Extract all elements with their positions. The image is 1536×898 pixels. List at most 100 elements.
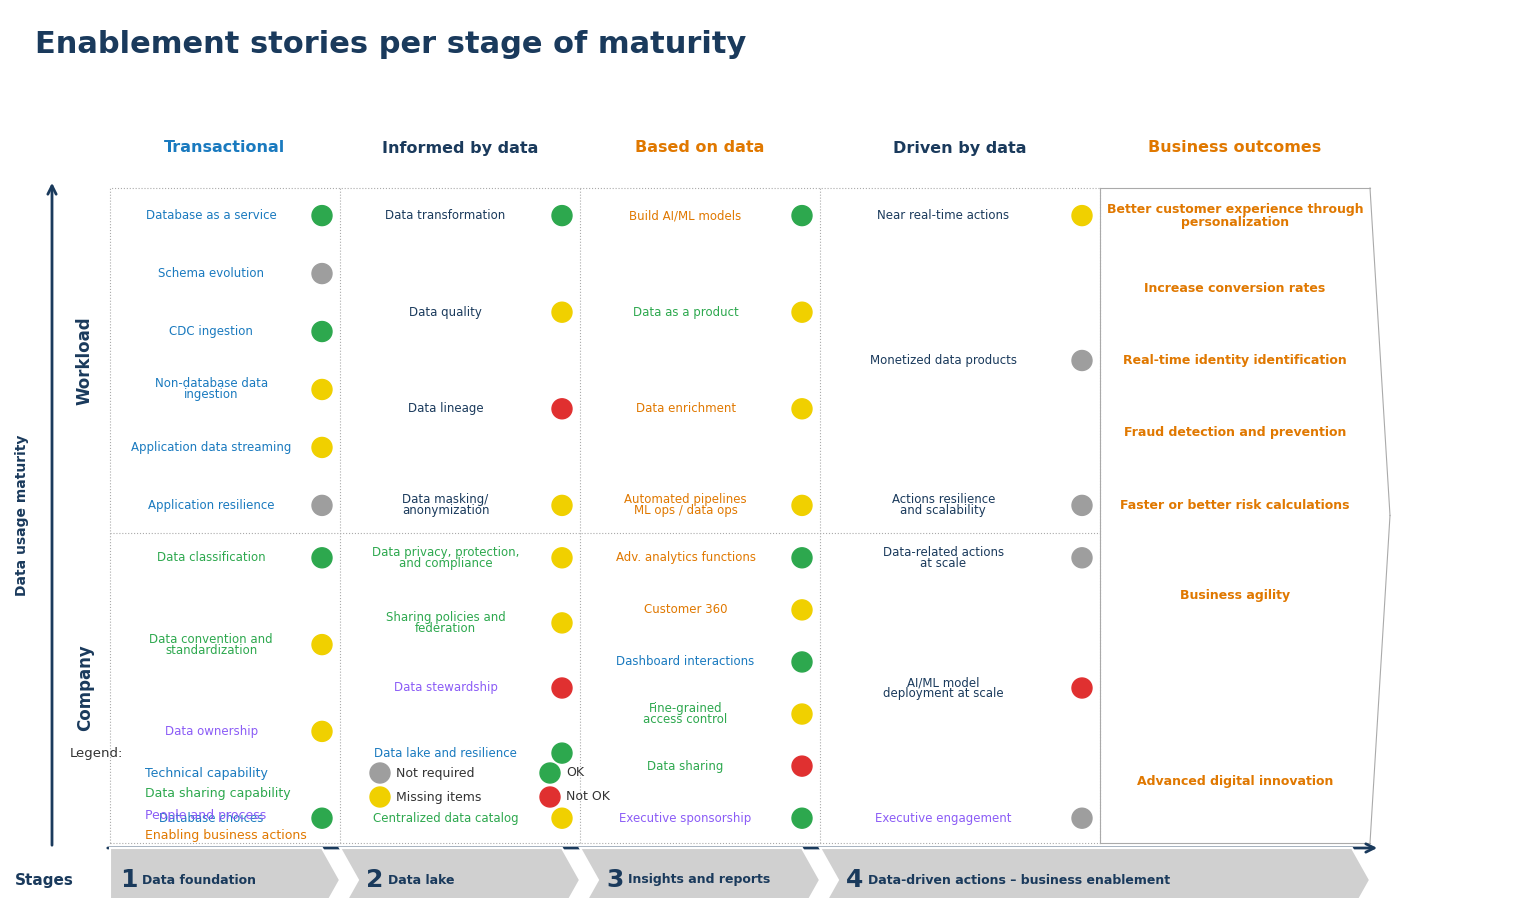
Circle shape <box>793 206 813 225</box>
Circle shape <box>312 321 332 341</box>
Text: Technical capability: Technical capability <box>144 767 267 779</box>
Text: Fraud detection and prevention: Fraud detection and prevention <box>1124 427 1346 439</box>
Text: at scale: at scale <box>920 557 966 570</box>
Text: and compliance: and compliance <box>399 557 493 570</box>
Text: Data transformation: Data transformation <box>386 209 505 222</box>
Text: Enablement stories per stage of maturity: Enablement stories per stage of maturity <box>35 30 746 59</box>
Text: Driven by data: Driven by data <box>894 140 1026 155</box>
Text: 3: 3 <box>607 868 624 892</box>
Text: Workload: Workload <box>75 316 94 405</box>
Text: Actions resilience: Actions resilience <box>891 493 995 506</box>
Text: Advanced digital innovation: Advanced digital innovation <box>1137 774 1333 788</box>
Circle shape <box>793 808 813 828</box>
Circle shape <box>551 496 571 515</box>
Circle shape <box>793 704 813 724</box>
Circle shape <box>312 548 332 568</box>
Text: Enabling business actions: Enabling business actions <box>144 830 307 842</box>
Circle shape <box>1072 206 1092 225</box>
Text: federation: federation <box>415 622 476 635</box>
Circle shape <box>312 206 332 225</box>
Circle shape <box>312 635 332 655</box>
Text: Data lineage: Data lineage <box>407 402 484 415</box>
Text: Application resilience: Application resilience <box>147 499 275 512</box>
Text: Business agility: Business agility <box>1180 588 1290 602</box>
Circle shape <box>370 763 390 783</box>
Text: Data-related actions: Data-related actions <box>883 546 1003 559</box>
Circle shape <box>312 437 332 457</box>
Circle shape <box>312 263 332 284</box>
Circle shape <box>551 808 571 828</box>
Text: Data lake: Data lake <box>389 874 455 886</box>
Text: personalization: personalization <box>1181 216 1289 229</box>
Text: Dashboard interactions: Dashboard interactions <box>616 656 754 668</box>
Text: OK: OK <box>565 767 584 779</box>
Circle shape <box>551 399 571 418</box>
Text: People and process: People and process <box>144 808 266 822</box>
Text: CDC ingestion: CDC ingestion <box>169 325 253 338</box>
Text: Data stewardship: Data stewardship <box>393 682 498 694</box>
Text: Data quality: Data quality <box>409 305 482 319</box>
Text: Adv. analytics functions: Adv. analytics functions <box>616 551 756 564</box>
Circle shape <box>793 399 813 418</box>
Circle shape <box>1072 496 1092 515</box>
Circle shape <box>1072 350 1092 371</box>
Text: Insights and reports: Insights and reports <box>628 874 770 886</box>
Text: Fine-grained: Fine-grained <box>648 702 722 715</box>
Text: Data as a product: Data as a product <box>633 305 739 319</box>
Text: 2: 2 <box>366 868 384 892</box>
Text: Data ownership: Data ownership <box>164 725 258 738</box>
Text: Better customer experience through: Better customer experience through <box>1106 203 1364 216</box>
Text: access control: access control <box>644 713 728 726</box>
Text: Executive sponsorship: Executive sponsorship <box>619 812 751 824</box>
Circle shape <box>312 721 332 742</box>
Text: Data privacy, protection,: Data privacy, protection, <box>372 546 519 559</box>
Circle shape <box>551 548 571 568</box>
Circle shape <box>793 756 813 776</box>
Circle shape <box>793 548 813 568</box>
Circle shape <box>551 613 571 633</box>
Text: Executive engagement: Executive engagement <box>876 812 1011 824</box>
Circle shape <box>793 652 813 672</box>
Text: Business outcomes: Business outcomes <box>1149 140 1321 155</box>
Text: Data sharing: Data sharing <box>647 760 723 772</box>
Text: Database choices: Database choices <box>160 812 263 824</box>
Polygon shape <box>339 848 581 898</box>
Circle shape <box>551 744 571 763</box>
Text: Customer 360: Customer 360 <box>644 603 728 616</box>
Text: Data foundation: Data foundation <box>141 874 257 886</box>
Text: Schema evolution: Schema evolution <box>158 267 264 280</box>
Text: 4: 4 <box>846 868 863 892</box>
Circle shape <box>551 303 571 322</box>
Circle shape <box>312 808 332 828</box>
Circle shape <box>541 763 561 783</box>
Text: AI/ML model: AI/ML model <box>906 676 980 689</box>
Polygon shape <box>581 848 820 898</box>
Text: and scalability: and scalability <box>900 505 986 517</box>
Text: Legend:: Legend: <box>71 746 123 760</box>
Text: Increase conversion rates: Increase conversion rates <box>1144 282 1326 295</box>
Text: Not OK: Not OK <box>565 790 610 804</box>
Text: Sharing policies and: Sharing policies and <box>386 611 505 624</box>
Text: Application data streaming: Application data streaming <box>131 441 292 454</box>
Text: 1: 1 <box>120 868 138 892</box>
Text: Based on data: Based on data <box>636 140 765 155</box>
Text: Not required: Not required <box>396 767 475 779</box>
Text: Data-driven actions – business enablement: Data-driven actions – business enablemen… <box>868 874 1170 886</box>
Text: Data convention and: Data convention and <box>149 632 273 646</box>
Text: Data classification: Data classification <box>157 551 266 564</box>
Text: Centralized data catalog: Centralized data catalog <box>373 812 519 824</box>
Circle shape <box>1072 548 1092 568</box>
Text: ingestion: ingestion <box>184 389 238 401</box>
Polygon shape <box>820 848 1370 898</box>
Text: Data lake and resilience: Data lake and resilience <box>375 746 518 760</box>
Circle shape <box>793 600 813 620</box>
Text: Stages: Stages <box>15 873 74 887</box>
Text: Informed by data: Informed by data <box>382 140 538 155</box>
Text: Faster or better risk calculations: Faster or better risk calculations <box>1120 499 1350 512</box>
Circle shape <box>793 496 813 515</box>
Circle shape <box>1072 808 1092 828</box>
Circle shape <box>551 678 571 698</box>
Text: Database as a service: Database as a service <box>146 209 276 222</box>
Text: Real-time identity identification: Real-time identity identification <box>1123 354 1347 367</box>
Text: Missing items: Missing items <box>396 790 481 804</box>
